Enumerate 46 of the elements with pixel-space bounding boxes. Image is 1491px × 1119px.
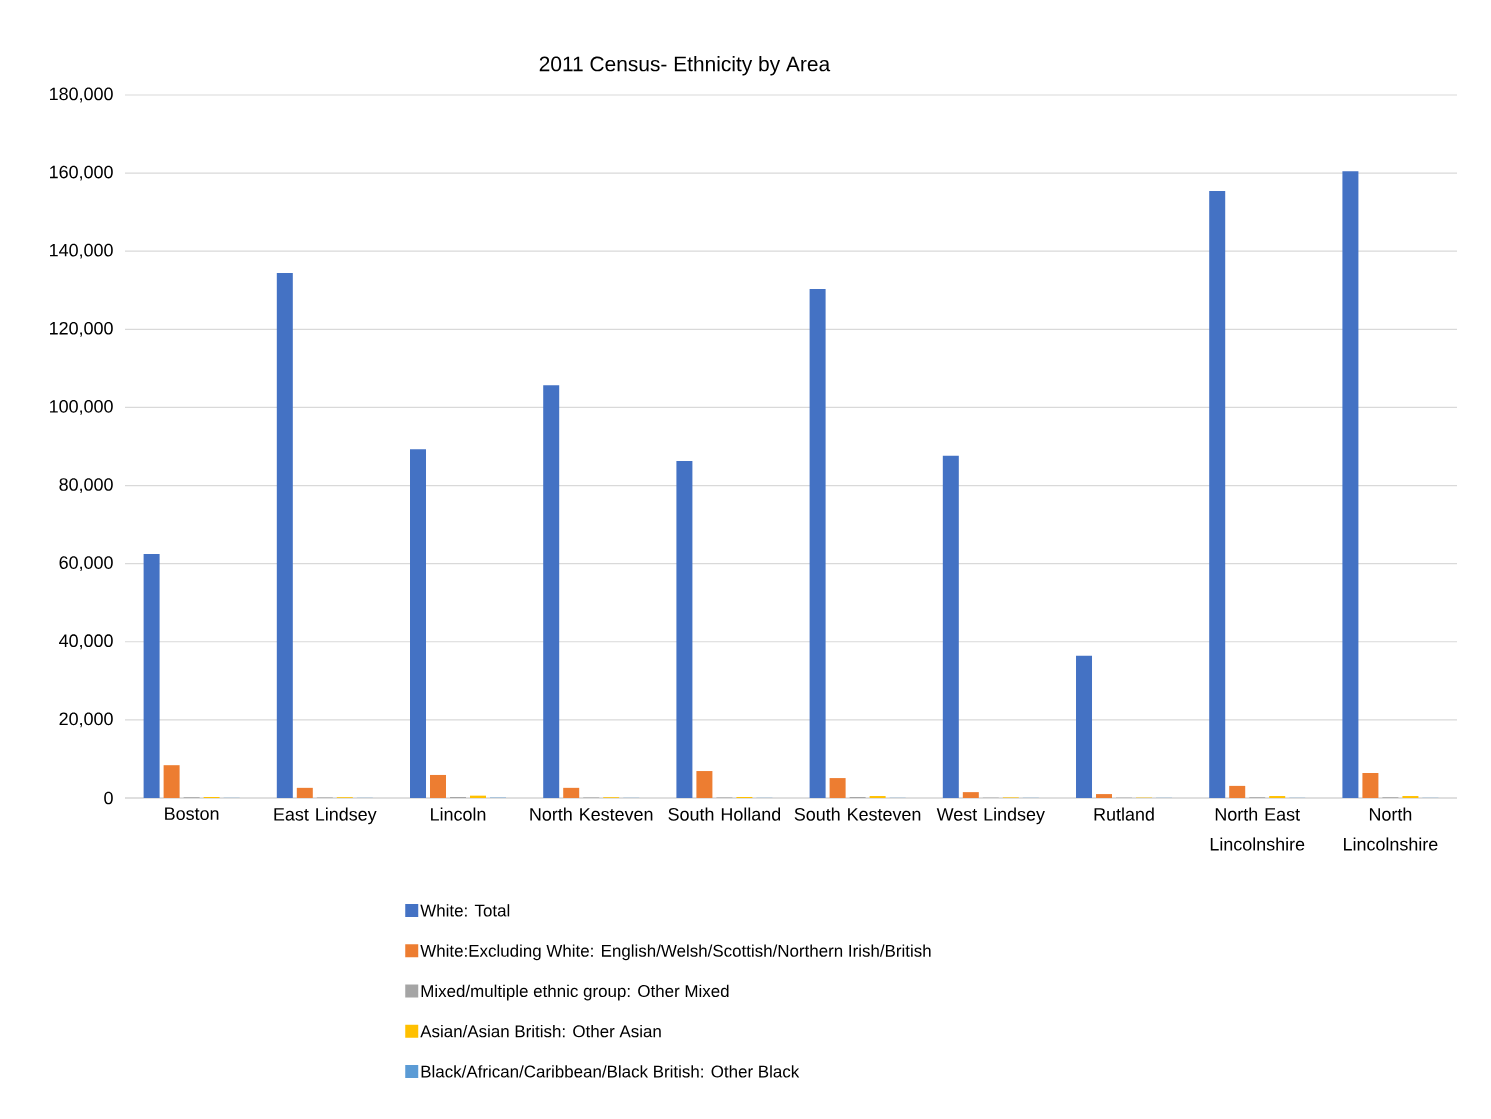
bar	[296, 787, 313, 798]
bar	[543, 385, 560, 798]
y-tick-label: 0	[104, 791, 113, 805]
y-tick-label: 80,000	[59, 478, 113, 493]
x-tick-label: North Kesteven	[530, 807, 653, 821]
y-tick-label: 120,000	[50, 321, 113, 337]
bar	[962, 792, 979, 798]
bar	[1209, 191, 1226, 798]
bar	[809, 289, 826, 798]
x-tick-label: Lincoln	[431, 807, 486, 821]
y-tick-label: 20,000	[59, 712, 113, 728]
y-tick-label: 100,000	[50, 400, 113, 415]
bar	[410, 449, 427, 798]
x-tick-label: Rutland	[1094, 807, 1154, 821]
bar	[1076, 655, 1093, 798]
bar	[563, 787, 580, 798]
legend-label: Mixed/multiple ethnic group: Other Mixed	[421, 984, 729, 1001]
x-tick-label: West Lindsey	[936, 807, 1045, 825]
bar	[143, 553, 160, 798]
x-tick-label: North East Lincolnshire	[1210, 807, 1305, 851]
y-tick-label: 60,000	[59, 556, 113, 572]
legend-label: White: Total	[420, 904, 510, 917]
y-tick-label: 40,000	[59, 634, 113, 650]
bar	[430, 774, 447, 798]
legend-label: Asian/Asian British: Other Asian	[420, 1024, 661, 1038]
legend-label: Black/African/Caribbean/Black British: Other Black	[421, 1065, 800, 1078]
x-tick-label: Boston	[165, 807, 219, 821]
bar	[163, 765, 180, 798]
chart-title: 2011 Census- Ethnicity by Area	[539, 55, 831, 76]
y-tick-label: 160,000	[50, 165, 113, 181]
bar	[1362, 773, 1379, 798]
x-tick-label: South Kesteven	[794, 807, 921, 821]
y-tick-label: 180,000	[50, 87, 113, 103]
bar	[1342, 171, 1359, 798]
legend-label: White:Excluding White: English/Welsh/Scottish/Northern Irish/British	[420, 944, 931, 961]
bar	[276, 273, 293, 798]
x-tick-label: South Holland	[668, 807, 781, 821]
x-tick-label: East Lindsey	[274, 807, 377, 825]
bar	[829, 778, 846, 798]
bar	[1229, 785, 1246, 798]
bar	[676, 460, 693, 798]
x-tick-label: North Lincolnshire	[1344, 807, 1438, 851]
y-tick-label: 140,000	[50, 243, 113, 259]
bar	[942, 455, 959, 798]
bar	[1096, 794, 1113, 798]
bar	[696, 771, 713, 798]
